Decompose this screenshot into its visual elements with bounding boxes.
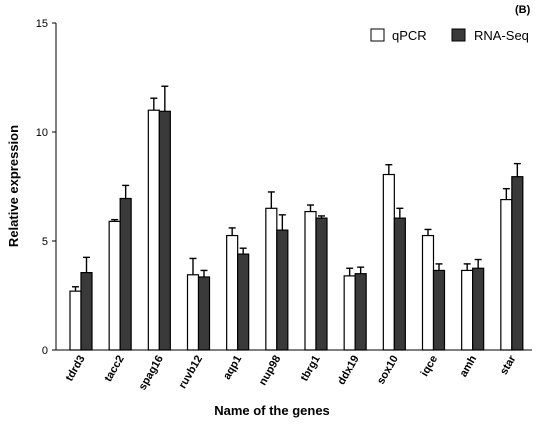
bar-rnaseq — [354, 273, 367, 351]
y-tick-label: 10 — [36, 127, 48, 139]
bar-rnaseq — [119, 197, 132, 351]
x-axis-title: Name of the genes — [214, 403, 330, 418]
y-tick-label: 0 — [42, 345, 48, 357]
legend-label-qpcr: qPCR — [392, 28, 427, 43]
x-tick-label: spag16 — [137, 354, 166, 393]
x-tick-label: tbrg1 — [298, 354, 322, 384]
x-tick-label: tacc2 — [102, 354, 126, 384]
bar-qpcr — [500, 198, 513, 351]
bar-qpcr — [108, 220, 121, 351]
x-tick-label: aqp1 — [221, 354, 244, 382]
legend: qPCR RNA-Seq — [370, 28, 529, 43]
x-tick-label: sox10 — [375, 354, 401, 387]
y-tick-label: 5 — [42, 236, 48, 248]
bar-rnaseq — [276, 229, 289, 351]
legend-swatch-qpcr — [370, 28, 385, 42]
x-tick-label: iqce — [419, 354, 440, 379]
bar-qpcr — [382, 173, 395, 351]
legend-swatch-rnaseq — [451, 28, 466, 42]
legend-label-rnaseq: RNA-Seq — [474, 28, 529, 43]
x-tick-labels: tdrd3 tacc2 spag16 ruvb12 aqp1 nup98 tbrg1 ddx1… — [63, 353, 518, 392]
bar-rnaseq — [80, 272, 93, 351]
x-tick-label: star — [498, 353, 519, 377]
bar-qpcr — [69, 290, 82, 351]
bar-qpcr — [421, 234, 435, 351]
x-tick-label: ruvb12 — [177, 354, 205, 391]
bar-rnaseq — [237, 253, 250, 351]
x-tick-label: amh — [458, 353, 480, 379]
bars — [69, 85, 524, 351]
bar-rnaseq — [472, 267, 485, 351]
x-tick-label: ddx19 — [335, 354, 361, 388]
bar-rnaseq — [158, 110, 171, 351]
bar-qpcr — [226, 234, 239, 351]
bar-rnaseq — [393, 217, 406, 351]
bar-rnaseq — [511, 176, 524, 351]
bar-rnaseq — [432, 269, 446, 351]
bar-qpcr — [461, 269, 474, 351]
y-tick-label: 15 — [36, 18, 48, 30]
x-tick-label: tdrd3 — [63, 354, 87, 384]
bar-qpcr — [304, 210, 317, 351]
bar-qpcr — [265, 207, 278, 351]
bar-rnaseq — [315, 217, 328, 351]
bar-qpcr — [343, 275, 356, 351]
y-ticks: 0 5 10 15 — [36, 18, 56, 357]
bar-rnaseq — [197, 276, 211, 351]
panel-label: (B) — [515, 4, 531, 16]
y-axis-title: Relative expression — [6, 125, 21, 247]
bar-qpcr — [147, 109, 160, 351]
x-tick-label: nup98 — [257, 354, 284, 388]
bar-qpcr — [186, 274, 200, 351]
